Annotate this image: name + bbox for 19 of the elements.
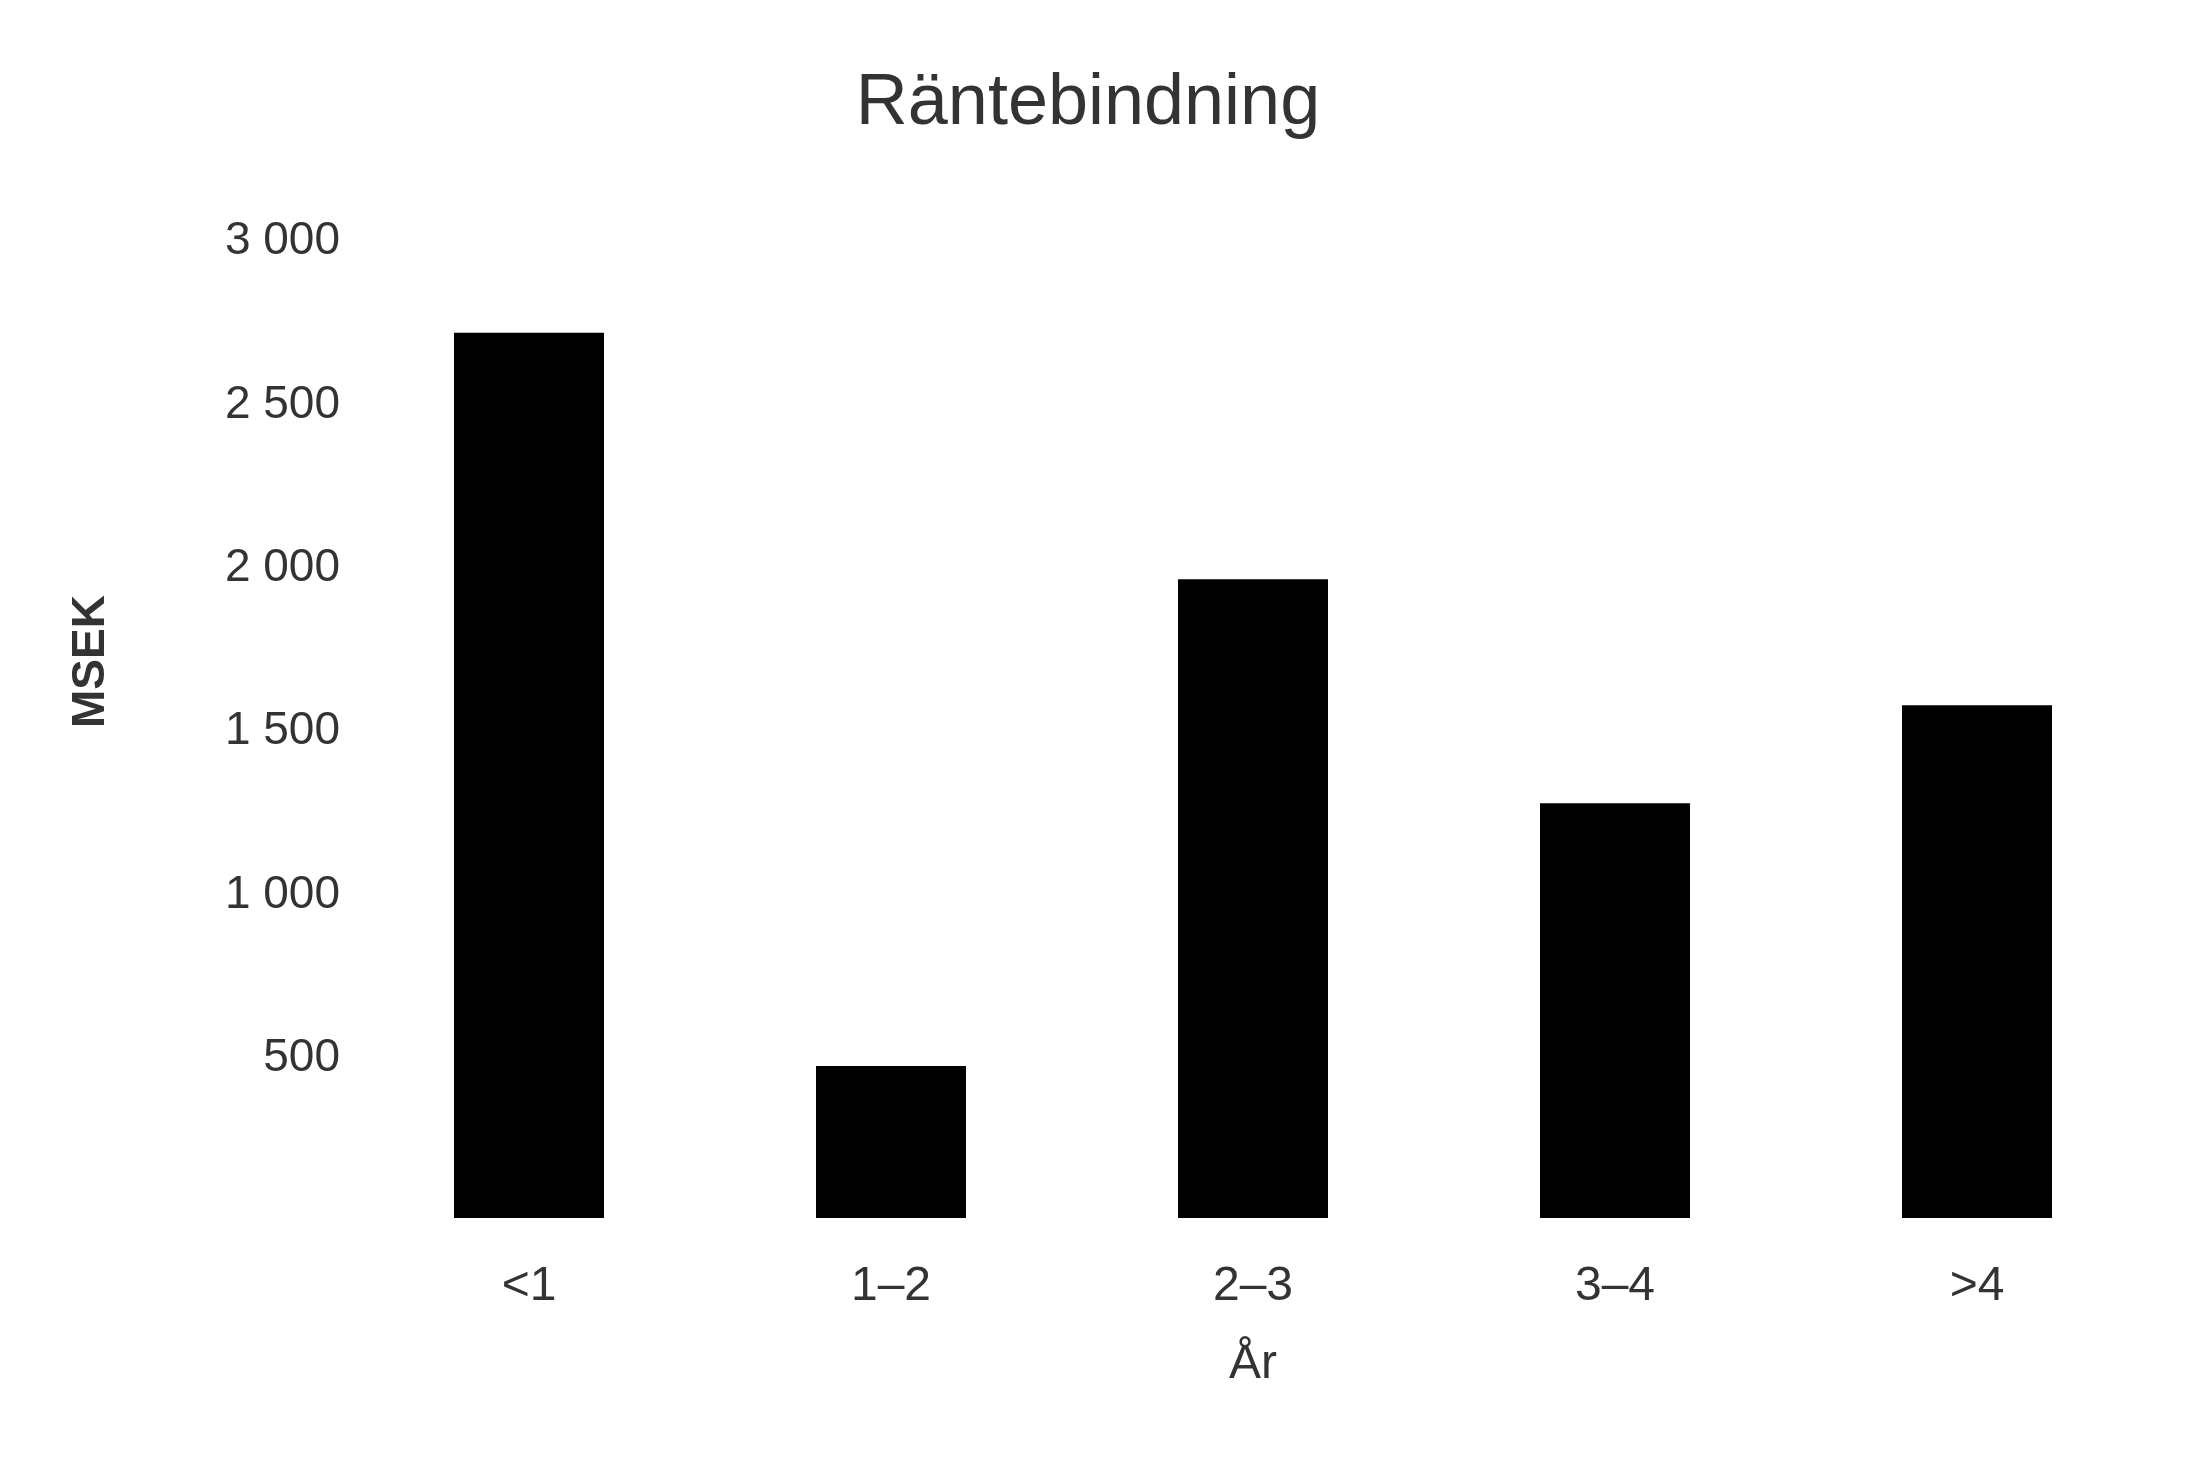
bar: [1540, 803, 1690, 1218]
y-tick-label: 2 500: [224, 375, 340, 428]
y-tick-label: 2 000: [224, 539, 340, 591]
x-tick-label: >4: [1949, 1257, 2005, 1311]
x-tick-label: 3–4: [1574, 1257, 1656, 1311]
x-tick-label: <1: [501, 1257, 557, 1311]
y-tick-label: 1 000: [224, 865, 340, 918]
x-tick-label: 2–3: [1212, 1257, 1294, 1311]
y-tick-label: 3 000: [224, 212, 340, 265]
y-tick-label: 1 500: [224, 702, 340, 755]
bar: [816, 1066, 966, 1218]
y-axis-title: MSEK: [62, 595, 115, 728]
bar: [454, 332, 604, 1218]
y-tick-label: 500: [263, 1029, 340, 1081]
x-axis-title: År: [1229, 1335, 1278, 1388]
bar: [1902, 705, 2052, 1218]
x-tick-label: 1–2: [850, 1257, 932, 1311]
chart-title: Räntebindning: [854, 58, 1322, 140]
bar: [1178, 579, 1328, 1218]
